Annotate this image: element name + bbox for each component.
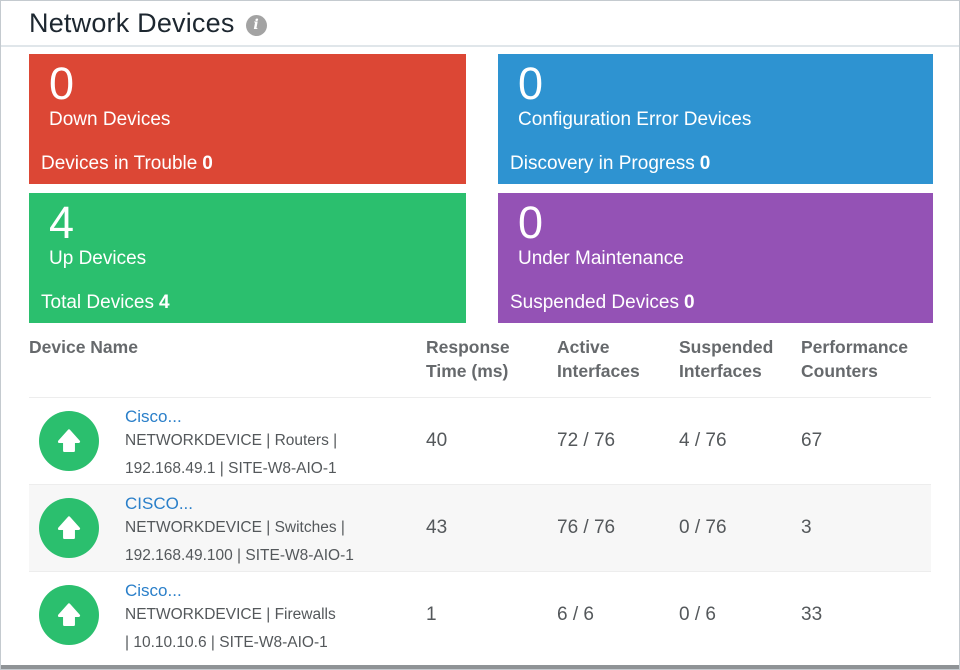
configuration-error-count: 0: [518, 58, 544, 109]
configuration-error-label: Configuration Error Devices: [518, 109, 752, 131]
bottom-border-bar: [1, 665, 959, 669]
total-devices-count: 4: [159, 292, 170, 313]
card-under-maintenance[interactable]: 0 Under Maintenance Suspended Devices 0: [498, 193, 933, 323]
response-time-value: 1: [426, 604, 437, 626]
column-header-suspended-interfaces[interactable]: Suspended Interfaces: [679, 337, 774, 381]
device-name-cell: CISCO... NETWORKDEVICE | Switches | 192.…: [29, 490, 426, 567]
device-table: Device Name Response Time (ms) Active In…: [1, 323, 959, 658]
suspended-devices[interactable]: Suspended Devices 0: [510, 292, 695, 313]
table-row[interactable]: Cisco... NETWORKDEVICE | Routers | 192.1…: [29, 397, 931, 484]
device-name-link[interactable]: CISCO...: [125, 493, 194, 513]
suspended-interfaces-value: 4 / 76: [679, 430, 727, 452]
column-header-active-interfaces[interactable]: Active Interfaces: [557, 337, 640, 381]
summary-cards: 0 Down Devices Devices in Trouble 0 0 Con…: [1, 47, 959, 323]
device-text: Cisco... NETWORKDEVICE | Routers | 192.1…: [125, 403, 337, 480]
down-devices-count: 0: [49, 58, 75, 109]
device-meta-line2: 192.168.49.1 | SITE-W8-AIO-1: [125, 459, 337, 477]
table-row[interactable]: CISCO... NETWORKDEVICE | Switches | 192.…: [29, 484, 931, 572]
device-meta-line1: NETWORKDEVICE | Switches |: [125, 519, 345, 537]
response-time-value: 43: [426, 517, 448, 539]
device-up-status-icon: [39, 585, 99, 646]
device-name-link[interactable]: Cisco...: [125, 406, 182, 426]
suspended-interfaces-value: 0 / 76: [679, 517, 727, 539]
widget-titlebar: Network Devices i: [1, 1, 959, 47]
device-up-status-icon: [39, 498, 99, 559]
discovery-in-progress-count: 0: [699, 153, 711, 174]
up-devices-label: Up Devices: [49, 248, 147, 270]
under-maintenance-count: 0: [518, 197, 544, 248]
suspended-devices-count: 0: [684, 292, 695, 313]
device-meta-line1: NETWORKDEVICE | Firewalls: [125, 606, 336, 624]
device-text: CISCO... NETWORKDEVICE | Switches | 192.…: [125, 490, 354, 567]
device-up-status-icon: [39, 411, 99, 472]
device-name-cell: Cisco... NETWORKDEVICE | Routers | 192.1…: [29, 403, 426, 480]
column-header-response-time[interactable]: Response Time (ms): [426, 337, 510, 381]
device-table-body: Cisco... NETWORKDEVICE | Routers | 192.1…: [29, 397, 931, 658]
active-interfaces-value: 72 / 76: [557, 430, 616, 452]
device-name-cell: Cisco... NETWORKDEVICE | Firewalls | 10.…: [29, 577, 426, 654]
active-interfaces-value: 76 / 76: [557, 517, 616, 539]
card-down-devices[interactable]: 0 Down Devices Devices in Trouble 0: [29, 54, 466, 184]
performance-counters-value: 3: [801, 517, 812, 539]
performance-counters-value: 67: [801, 430, 823, 452]
device-text: Cisco... NETWORKDEVICE | Firewalls | 10.…: [125, 577, 336, 654]
devices-in-trouble-count: 0: [202, 153, 213, 174]
page-title: Network Devices: [29, 8, 235, 38]
device-meta-line2: 192.168.49.100 | SITE-W8-AIO-1: [125, 546, 354, 564]
info-icon[interactable]: i: [245, 14, 267, 36]
device-table-header: Device Name Response Time (ms) Active In…: [29, 323, 931, 397]
down-devices-label: Down Devices: [49, 109, 171, 131]
column-header-performance-counters[interactable]: Performance Counters: [801, 337, 908, 381]
total-devices[interactable]: Total Devices 4: [41, 292, 170, 313]
table-row[interactable]: Cisco... NETWORKDEVICE | Firewalls | 10.…: [29, 571, 931, 658]
device-name-link[interactable]: Cisco...: [125, 580, 182, 600]
up-devices-count: 4: [49, 197, 75, 248]
card-configuration-error-devices[interactable]: 0 Configuration Error Devices Discovery …: [498, 54, 933, 184]
suspended-interfaces-value: 0 / 6: [679, 604, 716, 626]
performance-counters-value: 33: [801, 604, 823, 626]
card-up-devices[interactable]: 4 Up Devices Total Devices 4: [29, 193, 466, 323]
device-meta-line2: | 10.10.10.6 | SITE-W8-AIO-1: [125, 633, 328, 651]
devices-in-trouble[interactable]: Devices in Trouble 0: [41, 153, 213, 174]
column-header-device-name[interactable]: Device Name: [29, 337, 138, 357]
response-time-value: 40: [426, 430, 448, 452]
device-meta-line1: NETWORKDEVICE | Routers |: [125, 432, 338, 450]
under-maintenance-label: Under Maintenance: [518, 248, 684, 270]
discovery-in-progress[interactable]: Discovery in Progress 0: [510, 153, 711, 174]
active-interfaces-value: 6 / 6: [557, 604, 594, 626]
